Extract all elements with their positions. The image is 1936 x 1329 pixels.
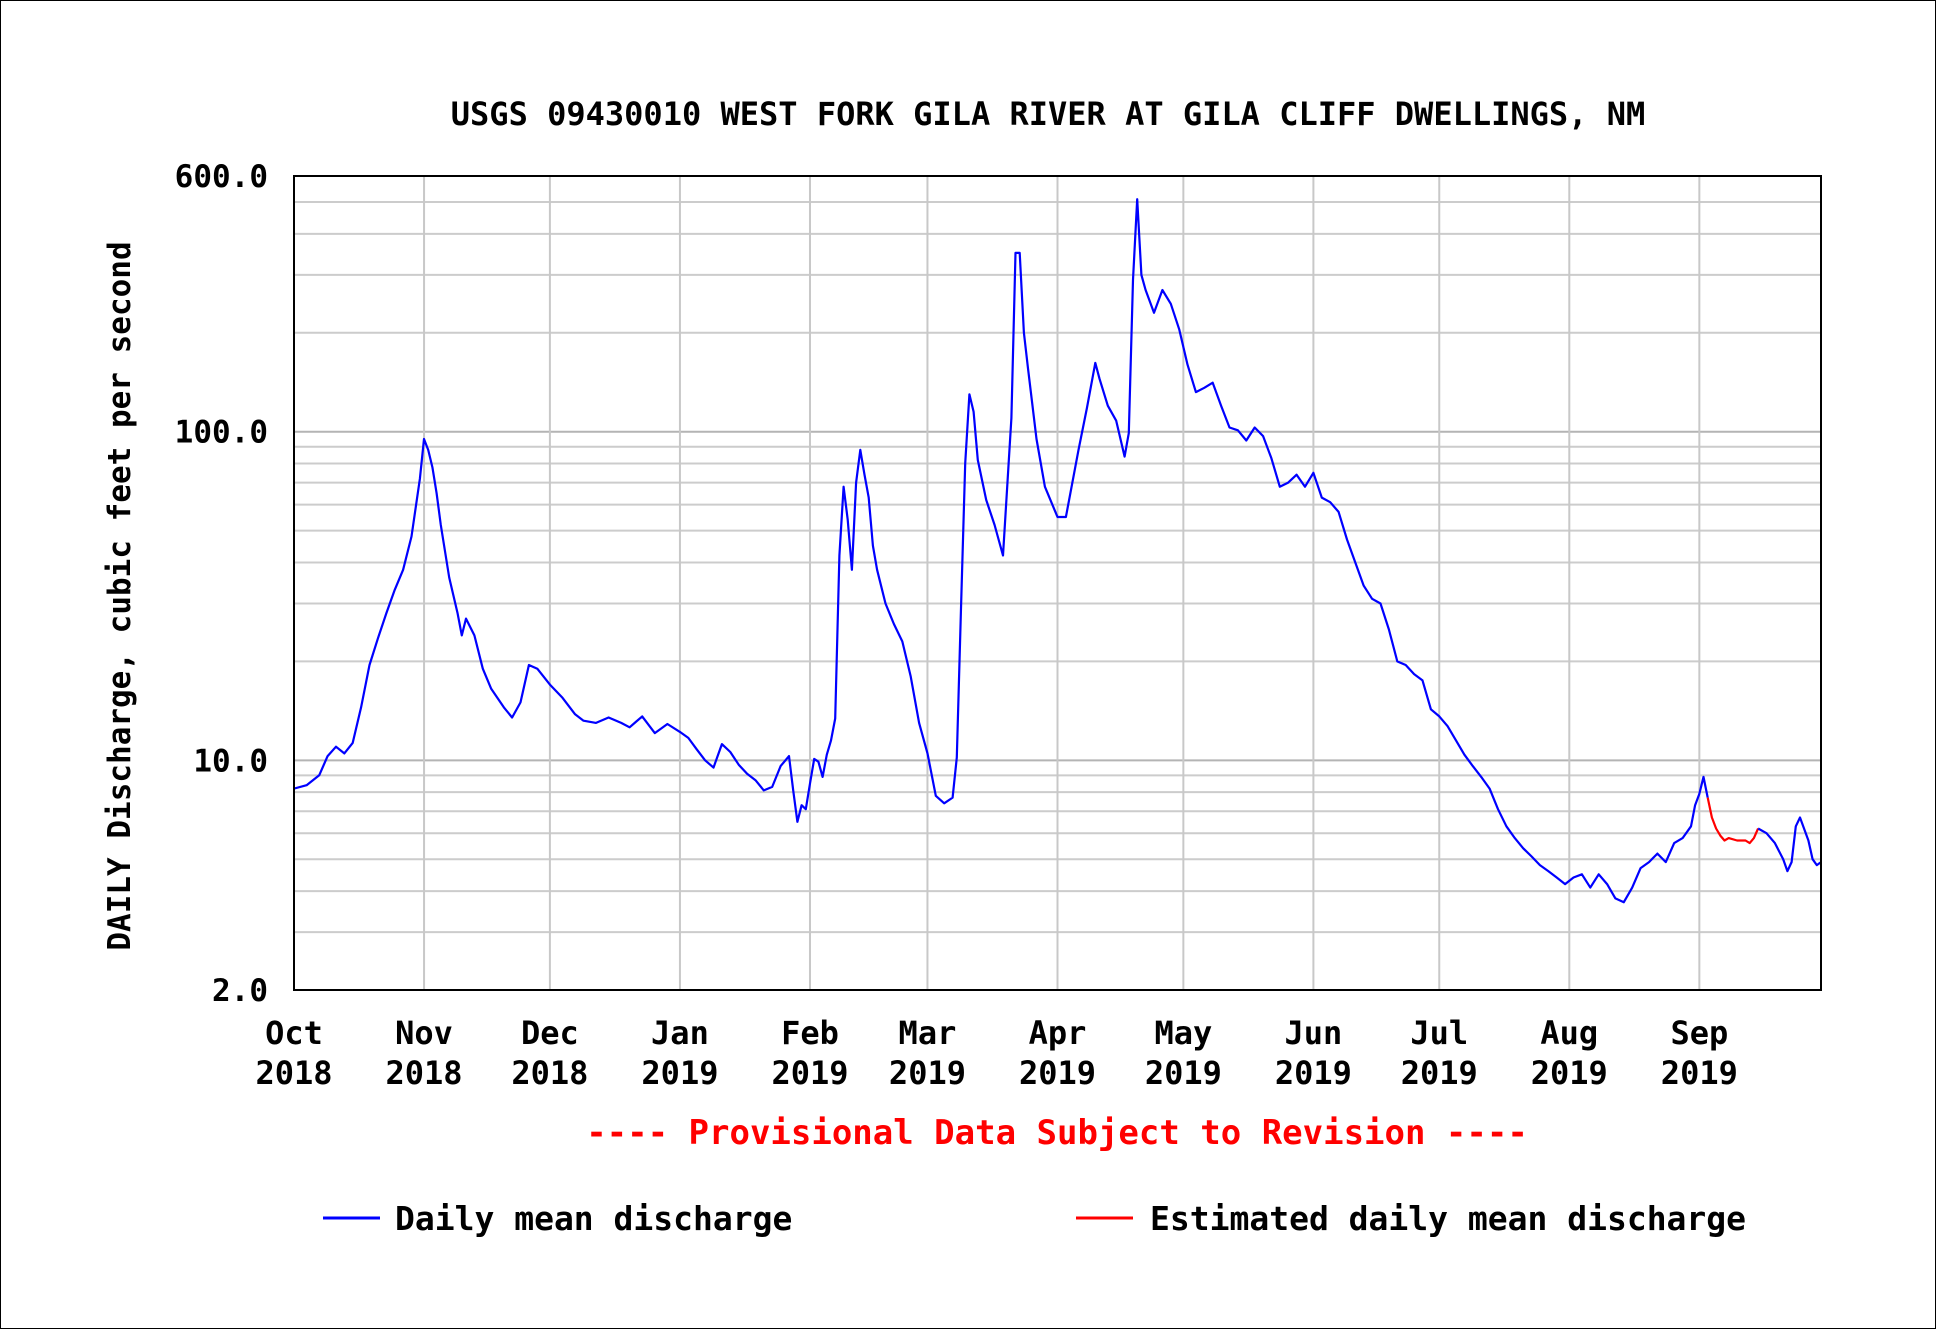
x-tick-labels: Oct2018Nov2018Dec2018Jan2019Feb2019Mar20… xyxy=(255,1014,1737,1092)
chart-title: USGS 09430010 WEST FORK GILA RIVER AT GI… xyxy=(451,95,1645,133)
x-tick-year: 2019 xyxy=(1401,1054,1478,1092)
y-tick-label: 100.0 xyxy=(175,415,268,451)
x-tick-month: Jun xyxy=(1284,1014,1342,1052)
x-tick-month: Feb xyxy=(781,1014,839,1052)
x-tick-year: 2018 xyxy=(511,1054,588,1092)
daily-mean-discharge-line xyxy=(294,198,1709,904)
y-tick-label: 10.0 xyxy=(193,743,268,779)
grid xyxy=(293,175,1821,991)
x-tick-year: 2019 xyxy=(1145,1054,1222,1092)
x-tick-year: 2019 xyxy=(1019,1054,1096,1092)
x-tick-month: Jul xyxy=(1410,1014,1468,1052)
y-tick-label: 600.0 xyxy=(175,159,268,195)
x-tick-year: 2019 xyxy=(889,1054,966,1092)
x-tick-month: Nov xyxy=(395,1014,453,1052)
estimated-discharge-line xyxy=(1706,797,1760,845)
x-tick-month: May xyxy=(1154,1014,1212,1052)
legend: Daily mean discharge Estimated daily mea… xyxy=(323,1199,1746,1238)
x-tick-year: 2019 xyxy=(1531,1054,1608,1092)
provisional-notice: ---- Provisional Data Subject to Revisio… xyxy=(586,1113,1528,1153)
y-tick-labels: 2.0 10.0 100.0 600.0 xyxy=(175,159,268,1009)
x-tick-month: Apr xyxy=(1029,1014,1087,1052)
x-tick-year: 2019 xyxy=(771,1054,848,1092)
daily-mean-discharge-line xyxy=(1757,816,1821,873)
x-tick-year: 2018 xyxy=(386,1054,463,1092)
plot-area-border xyxy=(293,175,1822,991)
legend-label-estimated: Estimated daily mean discharge xyxy=(1150,1199,1746,1238)
x-tick-month: Dec xyxy=(521,1014,579,1052)
x-tick-month: Oct xyxy=(265,1014,323,1052)
x-tick-month: Jan xyxy=(651,1014,709,1052)
legend-label-daily-mean: Daily mean discharge xyxy=(395,1199,792,1238)
x-tick-month: Mar xyxy=(899,1014,957,1052)
x-tick-year: 2019 xyxy=(1275,1054,1352,1092)
x-tick-year: 2019 xyxy=(1661,1054,1738,1092)
y-axis-label: DAILY Discharge, cubic feet per second xyxy=(102,241,138,950)
x-tick-month: Sep xyxy=(1670,1014,1728,1052)
x-tick-year: 2019 xyxy=(641,1054,718,1092)
series-lines xyxy=(294,198,1821,904)
x-tick-year: 2018 xyxy=(255,1054,332,1092)
x-tick-month: Aug xyxy=(1540,1014,1598,1052)
y-tick-label: 2.0 xyxy=(212,973,268,1009)
